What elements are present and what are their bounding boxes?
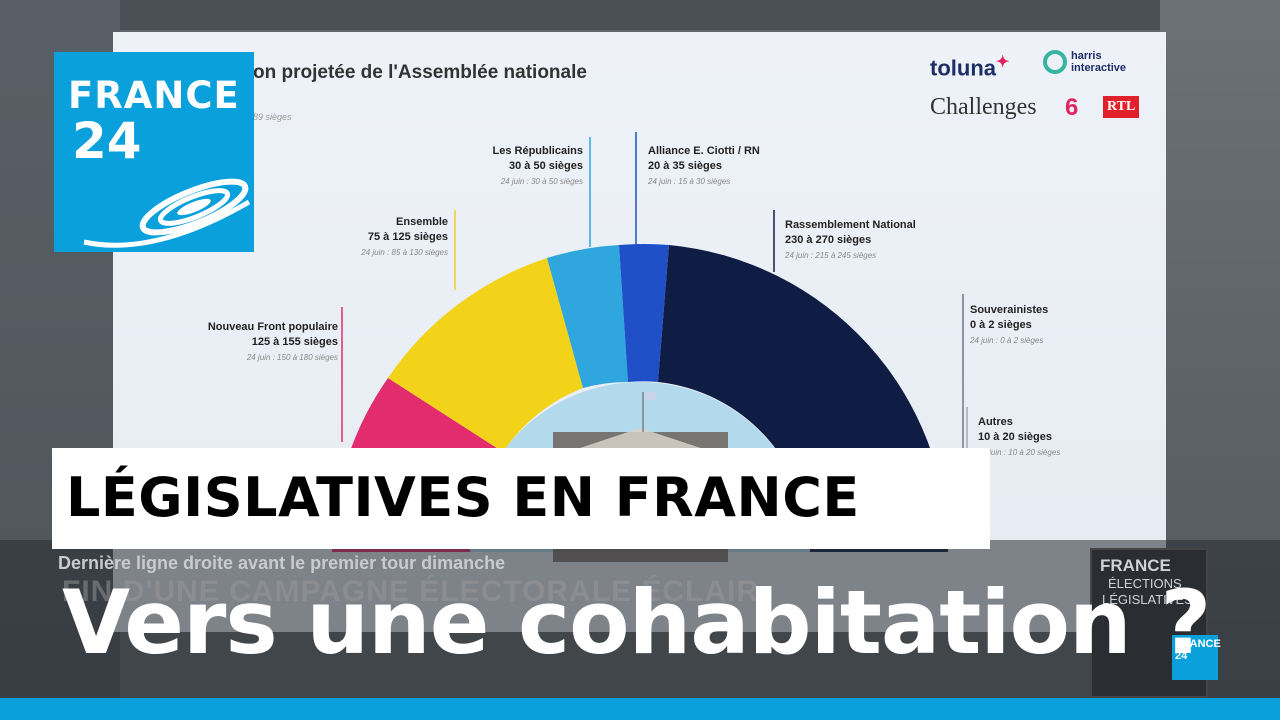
party-name: Les Républicains	[492, 145, 583, 157]
elections-mini-logo: FRANCE ÉLECTIONS LÉGISLATIVES FRANCE 24	[1090, 548, 1221, 698]
party-name: Ensemble	[396, 216, 448, 228]
label-ciotti: Alliance E. Ciotti / RN 20 à 35 sièges 2…	[648, 144, 828, 189]
label-nfp: Nouveau Front populaire 125 à 155 sièges…	[168, 320, 338, 365]
board-subtitle: 89 sièges	[253, 112, 292, 122]
party-prev: 24 juin : 85 à 130 sièges	[361, 248, 448, 257]
party-name: Souverainistes	[970, 304, 1049, 316]
slice-ciotti	[619, 243, 669, 382]
party-name: Rassemblement National	[785, 219, 916, 231]
party-seats: 10 à 20 sièges	[978, 431, 1053, 443]
party-prev: 24 juin : 15 à 30 sièges	[648, 177, 731, 186]
logo-number: 24	[72, 112, 142, 170]
kicker-text: LÉGISLATIVES EN FRANCE	[66, 466, 860, 529]
party-seats: 0 à 2 sièges	[970, 319, 1032, 331]
toluna-logo: toluna✦	[930, 52, 1009, 81]
party-name: Nouveau Front populaire	[207, 321, 338, 333]
logo-word: FRANCE	[68, 74, 240, 117]
ring-icon	[1043, 50, 1067, 74]
party-prev: 24 juin : 10 à 20 sièges	[978, 448, 1061, 457]
harris-logo: harris interactive	[1043, 50, 1141, 74]
star-icon: ✦	[996, 54, 1010, 71]
board-title: on projetée de l'Assemblée nationale	[253, 62, 587, 83]
slice-lr	[547, 245, 628, 388]
france24-logo: FRANCE 24	[54, 52, 254, 252]
kicker-box: LÉGISLATIVES EN FRANCE	[52, 448, 990, 549]
flag	[644, 392, 656, 400]
party-name: Alliance E. Ciotti / RN	[648, 145, 760, 157]
mini-line2: ÉLECTIONS	[1108, 576, 1182, 591]
mini-line1: FRANCE	[1100, 556, 1171, 575]
headline: Vers une cohabitation ?	[62, 571, 1211, 674]
ticker-background	[0, 540, 1280, 698]
harris-text: harris interactive	[1071, 50, 1127, 74]
label-autres: Autres 10 à 20 sièges 24 juin : 10 à 20 …	[978, 415, 1158, 460]
wave-icon	[83, 178, 251, 248]
mini-badge: FRANCE 24	[1172, 635, 1221, 680]
slice-ensemble	[388, 258, 583, 452]
toluna-text: toluna	[930, 55, 996, 81]
party-prev: 24 juin : 150 à 180 sièges	[246, 353, 338, 362]
label-ensemble: Ensemble 75 à 125 sièges 24 juin : 85 à …	[288, 215, 448, 260]
label-lr: Les Républicains 30 à 50 sièges 24 juin …	[413, 144, 583, 189]
ticker-ghost-text: FIN D'UNE CAMPAGNE ÉLECTORALE ÉCLAIR	[62, 575, 760, 608]
party-prev: 24 juin : 30 à 50 sièges	[500, 177, 583, 186]
ticker-subtitle: Dernière ligne droite avant le premier t…	[58, 553, 506, 573]
six-logo: 6	[1065, 94, 1079, 121]
label-souverainistes: Souverainistes 0 à 2 sièges 24 juin : 0 …	[970, 303, 1150, 348]
party-seats: 20 à 35 sièges	[648, 160, 723, 172]
mini-line3: LÉGISLATIVES	[1102, 592, 1193, 607]
bottom-bar	[0, 698, 1280, 720]
party-seats: 30 à 50 sièges	[508, 160, 583, 172]
party-seats: 125 à 155 sièges	[251, 336, 338, 348]
label-rn: Rassemblement National 230 à 270 sièges …	[785, 218, 985, 263]
party-name: Autres	[978, 416, 1013, 428]
background-top	[0, 0, 1280, 30]
party-prev: 24 juin : 0 à 2 sièges	[970, 336, 1044, 345]
party-seats: 75 à 125 sièges	[367, 231, 448, 243]
party-seats: 230 à 270 sièges	[785, 234, 872, 246]
building-pediment	[568, 428, 713, 452]
rtl-logo: RTL	[1103, 96, 1140, 118]
challenges-logo: Challenges	[930, 94, 1037, 120]
party-prev: 24 juin : 215 à 245 sièges	[785, 251, 877, 260]
